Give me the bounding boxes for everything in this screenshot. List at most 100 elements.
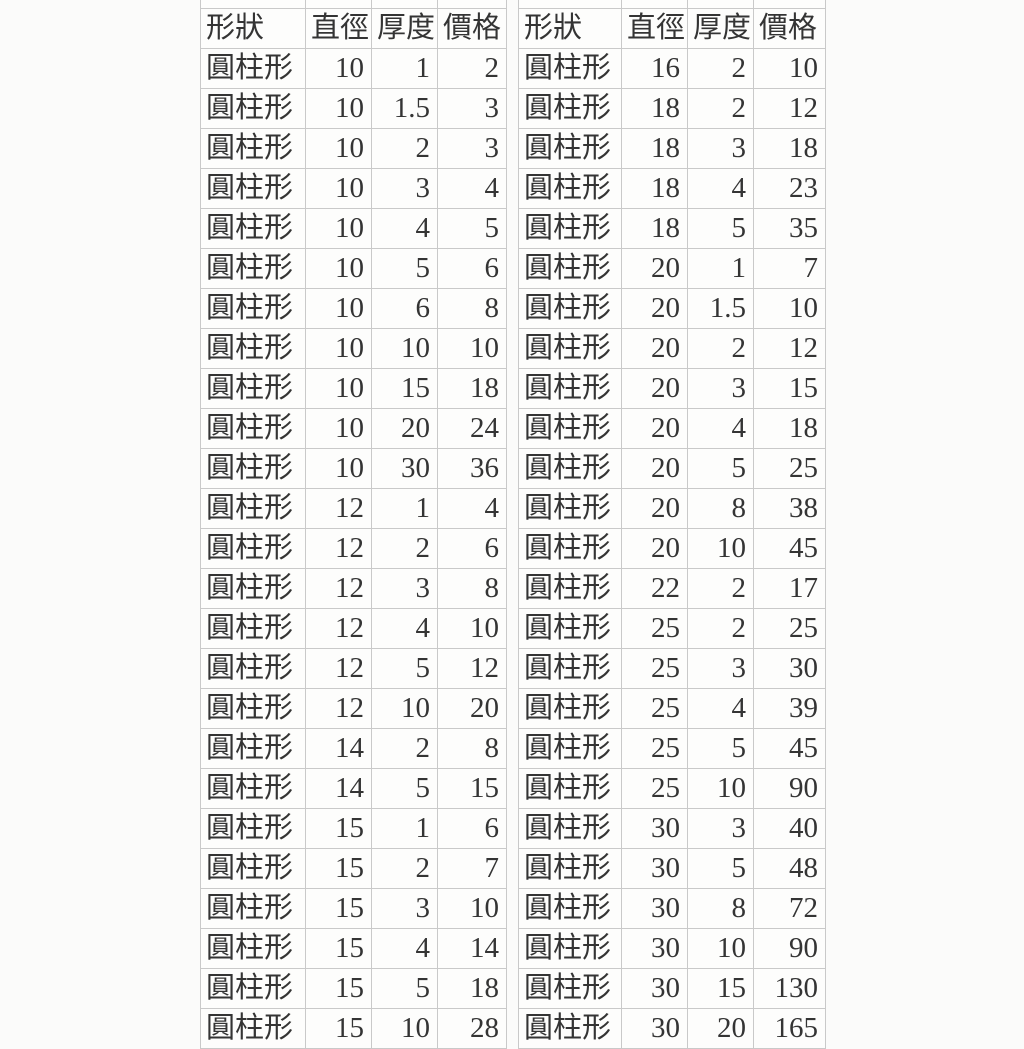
cell-diameter: 20 [620, 528, 689, 569]
cell-shape: 圓柱形 [200, 728, 306, 769]
table-row: 圓柱形 10 6 8 [200, 288, 508, 329]
cell-thickness: 3 [371, 168, 439, 209]
cell-diameter: 30 [620, 808, 689, 849]
cell-shape: 圓柱形 [200, 288, 306, 329]
cell-thickness: 5 [687, 728, 755, 769]
cell-diameter: 30 [620, 1008, 689, 1049]
cell-thickness: 10 [687, 928, 755, 969]
cell-price: 6 [437, 528, 508, 569]
cell-thickness: 2 [371, 128, 439, 169]
table-row: 圓柱形 30 8 72 [518, 888, 827, 929]
cell-price: 18 [437, 968, 508, 1009]
table-row: 圓柱形 30 20 165 [518, 1008, 827, 1049]
cell-price: 14 [437, 928, 508, 969]
cell-price: 38 [753, 488, 827, 529]
cell-thickness: 10 [371, 328, 439, 369]
cell-shape: 圓柱形 [518, 768, 622, 809]
cell-diameter: 20 [620, 408, 689, 449]
cell-shape: 圓柱形 [200, 168, 306, 209]
partial-row-top [200, 0, 508, 9]
table-row: 圓柱形 10 15 18 [200, 368, 508, 409]
cell-shape: 圓柱形 [200, 768, 306, 809]
cell-thickness: 2 [687, 568, 755, 609]
table-row: 圓柱形 12 2 6 [200, 528, 508, 569]
cell-thickness: 5 [371, 968, 439, 1009]
cell-shape: 圓柱形 [518, 288, 622, 329]
cell-shape: 圓柱形 [518, 688, 622, 729]
table-row: 圓柱形 25 5 45 [518, 728, 827, 769]
cell-price: 12 [753, 88, 827, 129]
cell-thickness: 1 [687, 248, 755, 289]
cell-price: 7 [437, 848, 508, 889]
header-price: 價格 [753, 8, 827, 49]
cell-price: 3 [437, 88, 508, 129]
cell-diameter: 10 [304, 448, 373, 489]
price-list-page: 形狀 直徑 厚度 價格 圓柱形 10 1 2 圓柱形 10 1.5 3 圓柱形 10 2 3 圓柱形 10… [200, 0, 827, 1049]
cell-shape: 圓柱形 [518, 928, 622, 969]
table-row: 圓柱形 18 5 35 [518, 208, 827, 249]
cell-diameter: 22 [620, 568, 689, 609]
cell-price: 5 [437, 208, 508, 249]
cell-shape: 圓柱形 [518, 808, 622, 849]
cell-price: 15 [437, 768, 508, 809]
cell-price: 130 [753, 968, 827, 1009]
cell-shape: 圓柱形 [518, 168, 622, 209]
cell-diameter: 15 [304, 928, 373, 969]
cell-diameter: 30 [620, 928, 689, 969]
cell-diameter: 25 [620, 728, 689, 769]
cell-shape: 圓柱形 [200, 608, 306, 649]
table-row: 圓柱形 20 5 25 [518, 448, 827, 489]
cell-thickness: 5 [687, 448, 755, 489]
cell-thickness: 6 [371, 288, 439, 329]
table-row: 圓柱形 10 2 3 [200, 128, 508, 169]
cell-price: 17 [753, 568, 827, 609]
cell-thickness: 2 [371, 848, 439, 889]
cell-shape: 圓柱形 [200, 888, 306, 929]
cell-thickness: 4 [371, 928, 439, 969]
table-row: 圓柱形 22 2 17 [518, 568, 827, 609]
cell-thickness: 5 [371, 248, 439, 289]
table-row: 圓柱形 20 8 38 [518, 488, 827, 529]
cell-price: 20 [437, 688, 508, 729]
cell-shape: 圓柱形 [200, 848, 306, 889]
header-thickness: 厚度 [371, 8, 439, 49]
table-row: 圓柱形 10 4 5 [200, 208, 508, 249]
cell-thickness: 20 [371, 408, 439, 449]
cell-thickness: 30 [371, 448, 439, 489]
cell-shape: 圓柱形 [518, 408, 622, 449]
table-row: 圓柱形 20 3 15 [518, 368, 827, 409]
table-row: 圓柱形 10 3 4 [200, 168, 508, 209]
cell-diameter: 10 [304, 48, 373, 89]
table-row: 圓柱形 12 1 4 [200, 488, 508, 529]
cell-thickness: 20 [687, 1008, 755, 1049]
cell-shape: 圓柱形 [200, 328, 306, 369]
cell-thickness: 5 [371, 768, 439, 809]
cell-thickness: 5 [371, 648, 439, 689]
cell-diameter: 20 [620, 328, 689, 369]
cell-price: 18 [753, 408, 827, 449]
cell-diameter: 25 [620, 608, 689, 649]
table-row: 圓柱形 12 3 8 [200, 568, 508, 609]
cell-diameter: 18 [620, 208, 689, 249]
cell-price: 90 [753, 928, 827, 969]
cell-diameter: 25 [620, 768, 689, 809]
header-shape: 形狀 [200, 8, 306, 49]
table-row: 圓柱形 12 5 12 [200, 648, 508, 689]
table-row: 圓柱形 10 5 6 [200, 248, 508, 289]
cell-diameter: 20 [620, 248, 689, 289]
cell-thickness: 15 [687, 968, 755, 1009]
cell-thickness: 4 [371, 208, 439, 249]
cell-price: 8 [437, 288, 508, 329]
cell-shape: 圓柱形 [200, 968, 306, 1009]
cell-thickness: 2 [687, 608, 755, 649]
cell-diameter: 12 [304, 688, 373, 729]
cell-price: 7 [753, 248, 827, 289]
cell-shape: 圓柱形 [518, 968, 622, 1009]
table-row: 圓柱形 14 2 8 [200, 728, 508, 769]
partial-cell [371, 0, 439, 9]
table-row: 圓柱形 15 5 18 [200, 968, 508, 1009]
table-row: 圓柱形 10 10 10 [200, 328, 508, 369]
table-row: 圓柱形 10 30 36 [200, 448, 508, 489]
cell-price: 28 [437, 1008, 508, 1049]
price-table-right: 形狀 直徑 厚度 價格 圓柱形 16 2 10 圓柱形 18 2 12 圓柱形 18 3 18 圓柱形 1… [518, 0, 827, 1049]
